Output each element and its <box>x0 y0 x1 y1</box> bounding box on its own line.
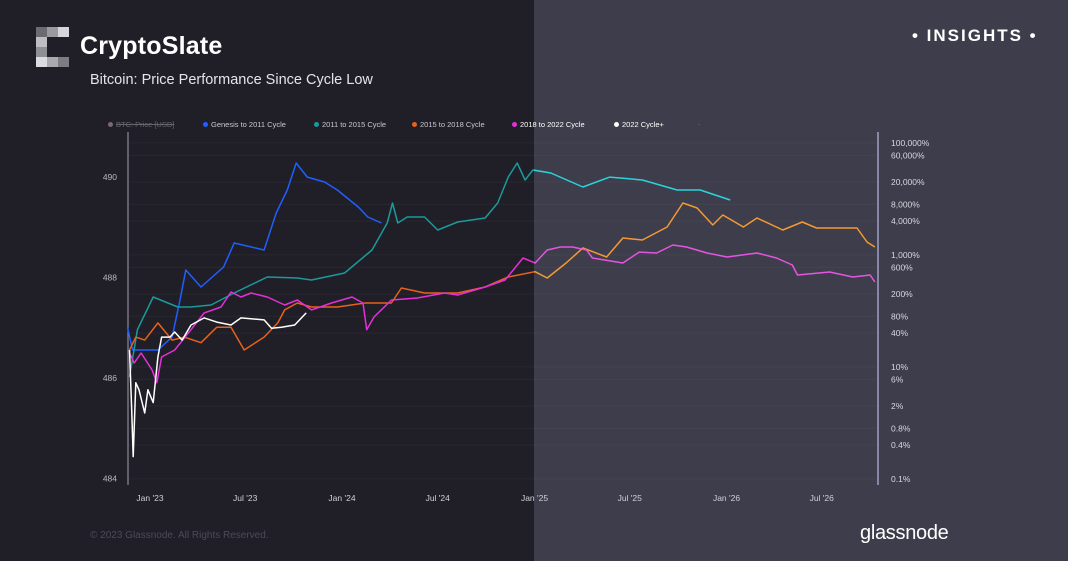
legend-dot-icon <box>512 122 517 127</box>
y-right-tick-label: 40% <box>891 328 908 338</box>
x-tick-label: Jan '26 <box>713 493 740 503</box>
series-line-genesis-to-2011-cycle <box>127 163 381 350</box>
legend-item-genesis-2011[interactable]: Genesis to 2011 Cycle <box>203 120 286 129</box>
highlight-region <box>534 0 1068 561</box>
series-line-genesis-to-2011-cycle <box>126 162 382 351</box>
legend-item-dash[interactable]: - <box>698 120 701 129</box>
insights-badge: • INSIGHTS • <box>912 26 1038 45</box>
legend-item-2022-cycle[interactable]: 2022 Cycle+ <box>614 120 664 129</box>
y-right-tick-label: 8,000% <box>891 199 920 209</box>
y-right-tick-label: 200% <box>891 289 913 299</box>
legend-dot-icon <box>412 122 417 127</box>
legend-item-2018-2022[interactable]: 2018 to 2022 Cycle <box>512 120 585 129</box>
chart-title: Bitcoin: Price Performance Since Cycle L… <box>90 72 373 88</box>
cryptoslate-logo-icon <box>36 27 70 67</box>
legend-label: 2018 to 2022 Cycle <box>520 120 585 129</box>
x-tick-label: Jul '26 <box>810 493 835 503</box>
y-right-tick-label: 100,000% <box>891 138 930 148</box>
legend-dot-icon <box>614 122 619 127</box>
y-right-tick-label: 600% <box>891 262 913 272</box>
y-right-tick-label: 10% <box>891 362 908 372</box>
legend-item-2011-2015[interactable]: 2011 to 2015 Cycle <box>314 120 386 129</box>
y-right-tick-label: 2% <box>891 401 904 411</box>
legend-item-2015-2018[interactable]: 2015 to 2018 Cycle <box>412 120 485 129</box>
y-right-tick-label: 0.1% <box>891 474 911 484</box>
series-line-2015-to-2018-cycle <box>534 202 876 279</box>
legend-dot-icon <box>203 122 208 127</box>
x-tick-label: Jul '25 <box>618 493 643 503</box>
legend-label: 2022 Cycle+ <box>622 120 664 129</box>
series-line-2022-cycle- <box>128 312 307 458</box>
y-left-tick-label: 484 <box>103 474 117 484</box>
y-right-tick-label: 60,000% <box>891 150 925 160</box>
y-right-tick-label: 6% <box>891 374 904 384</box>
x-tick-label: Jan '24 <box>328 493 355 503</box>
series-line-2011-to-2015-cycle <box>128 162 534 378</box>
y-right-tick-label: 20,000% <box>891 177 925 187</box>
legend-label: 2015 to 2018 Cycle <box>420 120 485 129</box>
legend-dot-icon <box>108 122 113 127</box>
gridlines <box>128 142 878 480</box>
glassnode-watermark: glassnode <box>860 522 949 544</box>
y-left-tick-label: 488 <box>103 273 117 283</box>
y-left-tick-label: 486 <box>103 373 117 383</box>
legend-label: Genesis to 2011 Cycle <box>211 120 286 129</box>
legend-label: BTC: Price [USD] <box>116 120 175 129</box>
legend-label: - <box>698 120 701 129</box>
x-tick-label: Jan '25 <box>521 493 548 503</box>
series-line-2018-to-2022-cycle <box>128 257 534 384</box>
series-line-2011-to-2015-cycle <box>534 169 731 201</box>
y-left-tick-label: 490 <box>103 172 117 182</box>
series-line-2015-to-2018-cycle <box>128 271 534 351</box>
series-line-2022-cycle- <box>130 313 307 457</box>
series-line-2018-to-2022-cycle <box>534 244 876 283</box>
legend-dot-icon <box>314 122 319 127</box>
y-right-tick-label: 0.8% <box>891 423 911 433</box>
brand-name: CryptoSlate <box>80 32 223 60</box>
y-right-tick-label: 0.4% <box>891 440 911 450</box>
x-tick-label: Jan '23 <box>136 493 163 503</box>
y-right-tick-label: 80% <box>891 311 908 321</box>
x-tick-label: Jul '24 <box>426 493 451 503</box>
y-right-tick-label: 1,000% <box>891 250 920 260</box>
legend-label: 2011 to 2015 Cycle <box>322 120 387 129</box>
x-tick-label: Jul '23 <box>233 493 258 503</box>
y-right-tick-label: 4,000% <box>891 216 920 226</box>
copyright: © 2023 Glassnode. All Rights Reserved. <box>90 530 269 541</box>
legend-item-btc-price[interactable]: BTC: Price [USD] <box>108 120 174 129</box>
